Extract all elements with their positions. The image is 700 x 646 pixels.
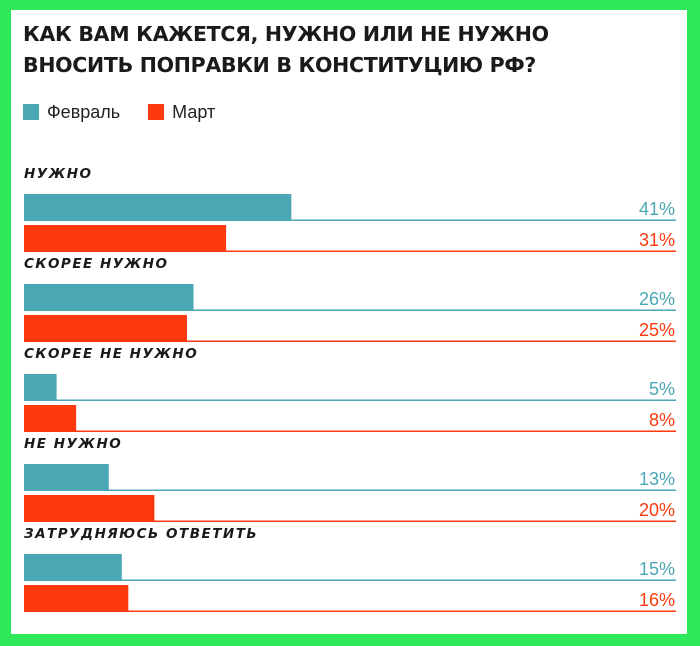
chart-title-line-2: ВНОСИТЬ ПОПРАВКИ В КОНСТИТУЦИЮ РФ? [23, 53, 536, 77]
legend: Февраль Март [23, 101, 215, 123]
bar-feb [24, 284, 194, 311]
legend-swatch-feb [23, 104, 39, 120]
legend-label-mar: Март [172, 101, 216, 122]
value-label-mar: 16% [639, 590, 675, 610]
bar-chart: НУЖНО 41% 31% СКОРЕЕ НУЖНО 26% 25% СКОРЕЕ НЕ Н… [24, 166, 676, 612]
legend-item-mar: Март [148, 102, 215, 123]
chart-title-line-1: КАК ВАМ КАЖЕТСЯ, НУЖНО ИЛИ НЕ НУЖНО [23, 22, 549, 46]
category-label: СКОРЕЕ НУЖНО [24, 256, 168, 272]
legend-label-feb: Февраль [47, 101, 121, 122]
bar-mar [24, 405, 77, 432]
category-label: ЗАТРУДНЯЮСЬ ОТВЕТИТЬ [24, 526, 258, 542]
value-label-mar: 25% [639, 320, 675, 340]
value-label-feb: 15% [639, 559, 675, 579]
legend-item-feb: Февраль [23, 102, 120, 123]
bar-mar [24, 225, 227, 252]
bar-feb [24, 464, 109, 491]
category-label: СКОРЕЕ НЕ НУЖНО [24, 346, 198, 362]
category-label: НЕ НУЖНО [24, 436, 122, 452]
value-label-feb: 26% [639, 289, 675, 309]
legend-swatch-mar [148, 104, 165, 120]
value-label-feb: 5% [649, 379, 675, 399]
category-label: НУЖНО [24, 166, 93, 182]
value-label-feb: 41% [639, 199, 675, 219]
bar-feb [24, 554, 122, 581]
value-label-mar: 20% [639, 500, 675, 520]
bar-feb [24, 194, 292, 221]
chart-card: КАК ВАМ КАЖЕТСЯ, НУЖНО ИЛИ НЕ НУЖНО ВНОС… [11, 10, 687, 634]
bar-mar [24, 585, 129, 612]
bar-feb [24, 374, 57, 401]
chart-title: КАК ВАМ КАЖЕТСЯ, НУЖНО ИЛИ НЕ НУЖНО ВНОС… [23, 19, 663, 81]
bar-mar [24, 315, 187, 342]
value-label-mar: 31% [639, 230, 675, 250]
bar-mar [24, 495, 155, 522]
value-label-feb: 13% [639, 469, 675, 489]
value-label-mar: 8% [649, 410, 675, 430]
